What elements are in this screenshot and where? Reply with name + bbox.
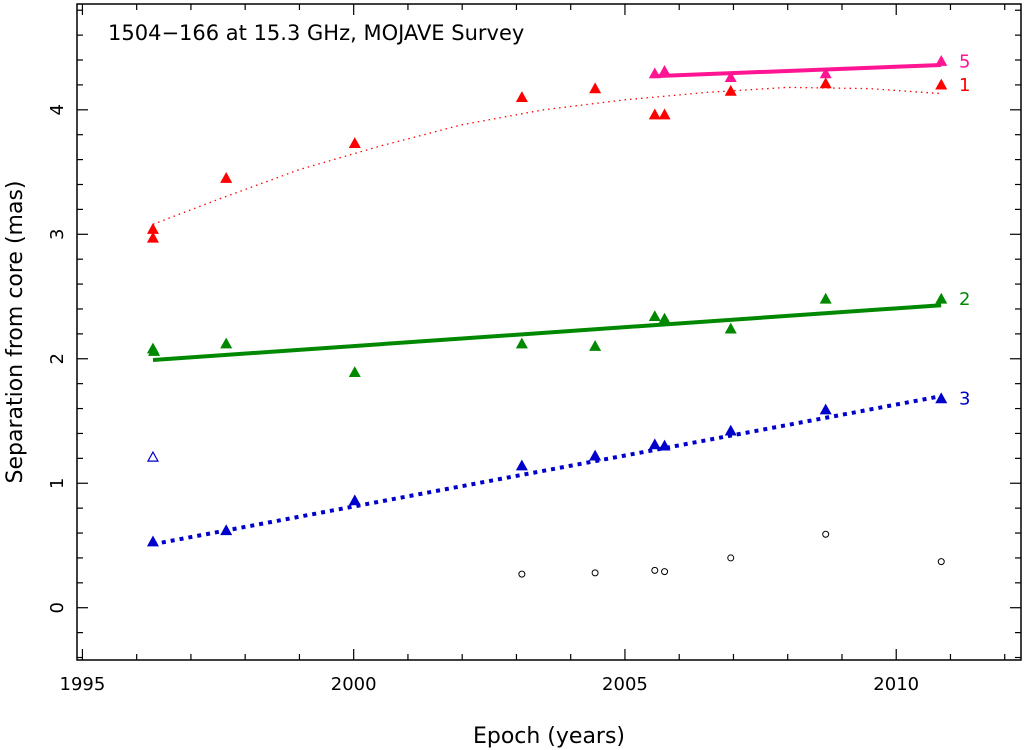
axis-ticks bbox=[77, 4, 1021, 660]
triangle-marker bbox=[658, 312, 671, 324]
open-triangle-marker bbox=[146, 450, 159, 462]
fit-lines bbox=[152, 63, 942, 547]
data-markers bbox=[146, 55, 948, 578]
x-tick-label: 2005 bbox=[602, 674, 648, 695]
x-tick-label: 1995 bbox=[60, 674, 106, 695]
series-label: 5 bbox=[959, 51, 970, 72]
y-tick-label: 0 bbox=[47, 602, 68, 613]
triangle-marker bbox=[589, 340, 602, 351]
chart-title: 1504−166 at 15.3 GHz, MOJAVE Survey bbox=[108, 21, 524, 45]
triangle-marker bbox=[146, 231, 159, 243]
series-label: 1 bbox=[959, 75, 970, 96]
fit-line bbox=[652, 63, 942, 79]
y-tick-label: 2 bbox=[47, 353, 68, 364]
triangle-marker bbox=[146, 535, 159, 547]
y-tick-label: 4 bbox=[47, 104, 68, 115]
triangle-marker bbox=[515, 459, 528, 471]
triangle-marker bbox=[935, 392, 948, 404]
fit-line bbox=[152, 394, 942, 547]
triangle-marker bbox=[148, 345, 161, 356]
triangle-marker bbox=[658, 108, 671, 120]
triangle-marker bbox=[819, 292, 832, 304]
triangle-marker bbox=[935, 292, 948, 304]
triangle-marker bbox=[935, 78, 948, 90]
triangle-marker bbox=[220, 337, 233, 349]
triangle-marker bbox=[658, 64, 671, 76]
y-tick-label: 3 bbox=[47, 229, 68, 240]
circle-marker bbox=[651, 566, 659, 574]
triangle-marker bbox=[724, 322, 737, 334]
triangle-marker bbox=[819, 403, 832, 415]
y-axis-label: Separation from core (mas) bbox=[3, 181, 28, 484]
triangle-marker bbox=[589, 449, 602, 461]
circle-marker bbox=[591, 569, 599, 577]
triangle-marker bbox=[648, 438, 661, 450]
triangle-marker bbox=[724, 424, 737, 436]
circle-marker bbox=[661, 568, 669, 576]
triangle-marker bbox=[220, 524, 233, 536]
triangle-marker bbox=[348, 137, 361, 149]
circle-marker bbox=[727, 554, 735, 562]
triangle-marker bbox=[819, 77, 832, 89]
triangle-marker bbox=[220, 172, 233, 183]
y-tick-label: 1 bbox=[47, 478, 68, 489]
x-axis-label: Epoch (years) bbox=[473, 724, 625, 749]
x-tick-label: 2010 bbox=[873, 674, 919, 695]
triangle-marker bbox=[648, 108, 661, 120]
series-labels: 5 1 2 3 bbox=[959, 51, 970, 409]
triangle-marker bbox=[348, 494, 361, 506]
triangle-marker bbox=[724, 71, 737, 83]
triangle-marker bbox=[935, 55, 948, 66]
x-tick-label: 2000 bbox=[331, 674, 377, 695]
tick-labels: 1995 2000 2005 2010 0 1 2 3 4 bbox=[47, 104, 919, 695]
plot-frame bbox=[76, 3, 1022, 661]
triangle-marker bbox=[724, 84, 737, 96]
triangle-marker bbox=[658, 439, 671, 451]
triangle-marker bbox=[348, 366, 361, 378]
triangle-marker bbox=[589, 82, 602, 94]
triangle-marker bbox=[515, 91, 528, 102]
triangle-marker bbox=[515, 337, 528, 349]
fit-line bbox=[152, 303, 942, 362]
triangle-marker bbox=[648, 310, 661, 322]
series-label: 3 bbox=[959, 389, 970, 410]
circle-marker bbox=[822, 530, 830, 538]
fit-line bbox=[152, 86, 942, 225]
circle-marker bbox=[937, 558, 945, 566]
triangle-marker bbox=[648, 67, 661, 79]
circle-marker bbox=[518, 570, 526, 578]
series-label: 2 bbox=[959, 289, 970, 310]
